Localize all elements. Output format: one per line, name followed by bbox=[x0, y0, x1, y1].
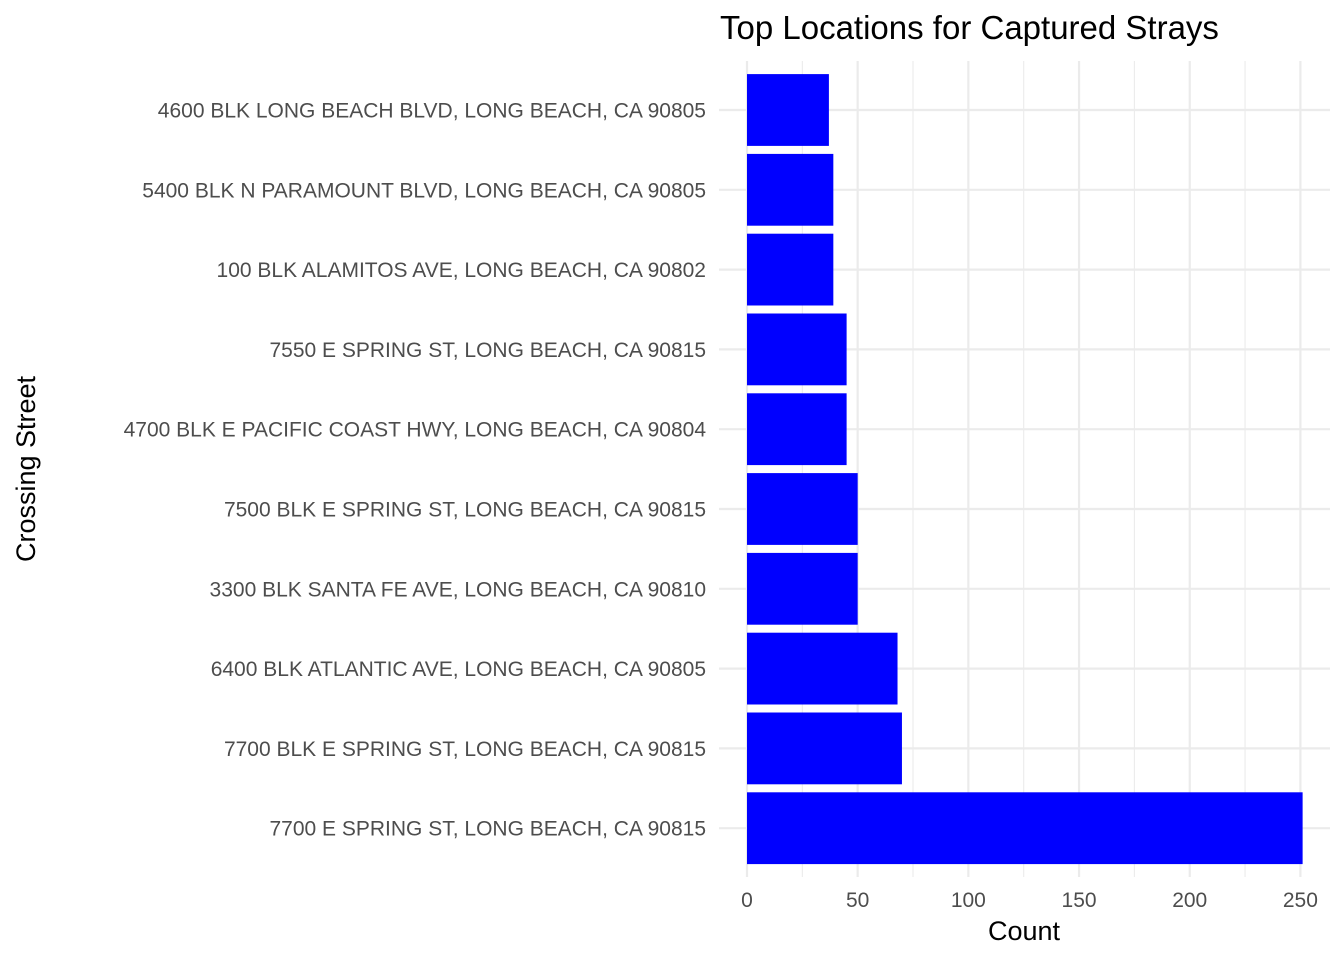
bars bbox=[747, 74, 1303, 865]
y-tick-label: 4600 BLK LONG BEACH BLVD, LONG BEACH, CA… bbox=[158, 100, 706, 123]
bar bbox=[747, 473, 858, 545]
bar bbox=[747, 153, 834, 226]
x-tick-label: 150 bbox=[1062, 889, 1097, 912]
chart-title: Top Locations for Captured Strays bbox=[720, 9, 1219, 46]
x-tick-label: 200 bbox=[1172, 889, 1207, 912]
y-tick-label: 7500 BLK E SPRING ST, LONG BEACH, CA 908… bbox=[224, 499, 706, 522]
y-tick-label: 4700 BLK E PACIFIC COAST HWY, LONG BEACH… bbox=[124, 419, 707, 442]
y-tick-label: 7700 E SPRING ST, LONG BEACH, CA 90815 bbox=[269, 818, 706, 841]
x-axis-title: Count bbox=[988, 916, 1061, 946]
y-tick-label: 5400 BLK N PARAMOUNT BLVD, LONG BEACH, C… bbox=[142, 179, 706, 202]
y-tick-labels: 4600 BLK LONG BEACH BLVD, LONG BEACH, CA… bbox=[124, 100, 707, 841]
bar bbox=[747, 393, 847, 466]
y-tick-label: 7550 E SPRING ST, LONG BEACH, CA 90815 bbox=[269, 339, 706, 362]
bar bbox=[747, 552, 858, 625]
y-tick-label: 6400 BLK ATLANTIC AVE, LONG BEACH, CA 90… bbox=[211, 658, 706, 681]
x-tick-label: 250 bbox=[1283, 889, 1318, 912]
y-tick-label: 7700 BLK E SPRING ST, LONG BEACH, CA 908… bbox=[224, 738, 706, 761]
y-tick-label: 3300 BLK SANTA FE AVE, LONG BEACH, CA 90… bbox=[210, 578, 706, 601]
bar bbox=[747, 792, 1303, 865]
x-tick-labels: 0 50 100 150 200 250 bbox=[741, 889, 1318, 912]
bar bbox=[747, 313, 847, 386]
x-tick-label: 0 bbox=[741, 889, 753, 912]
bar bbox=[747, 712, 902, 785]
x-tick-label: 50 bbox=[846, 889, 869, 912]
bar bbox=[747, 233, 834, 306]
grid-lines bbox=[719, 61, 1330, 877]
x-tick-label: 100 bbox=[951, 889, 986, 912]
y-tick-label: 100 BLK ALAMITOS AVE, LONG BEACH, CA 908… bbox=[217, 259, 706, 282]
bar bbox=[747, 74, 829, 146]
bar bbox=[747, 632, 898, 705]
y-axis-title: Crossing Street bbox=[11, 375, 41, 562]
